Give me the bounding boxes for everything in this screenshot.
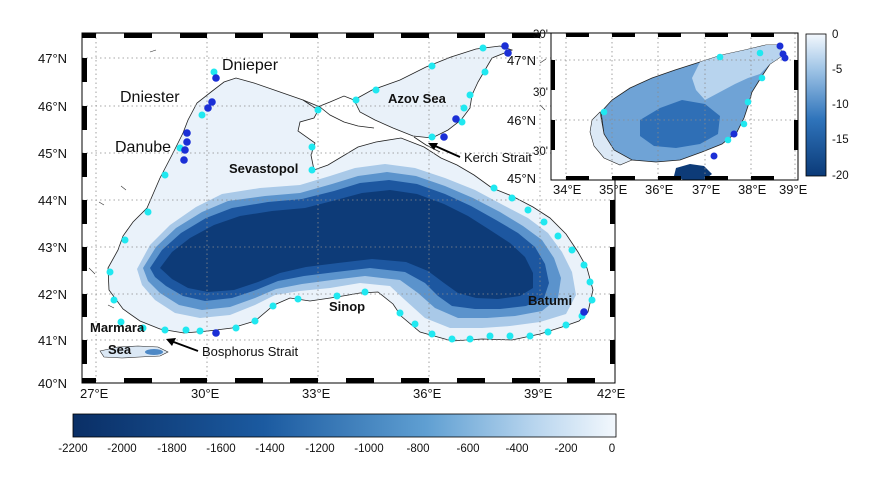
- inset-lat-tick: 45°N: [507, 171, 536, 186]
- main-map-frame: [81, 32, 616, 384]
- lon-tick: 42°E: [597, 386, 626, 401]
- colorbar-tick: -600: [456, 443, 479, 455]
- label-dniester: Dniester: [120, 89, 180, 106]
- colorbar-tick: -1000: [354, 443, 383, 455]
- inset-azov-center: [640, 100, 720, 148]
- inset-colorbar-tick: -15: [832, 134, 849, 146]
- label-dnieper: Dnieper: [222, 57, 279, 74]
- inset-sivash: [589, 111, 633, 166]
- coastline-crimea: [302, 95, 441, 153]
- lon-tick: 30°E: [191, 386, 220, 401]
- colorbar-tick: -400: [505, 443, 528, 455]
- inset-map-frame: [550, 32, 799, 181]
- colorbar-tick: -1800: [157, 443, 186, 455]
- colorbar-tick: -2200: [58, 443, 87, 455]
- inset-lon-tick: 38°E: [738, 182, 767, 197]
- inset-colorbar: 0 -5 -10 -15 -20: [805, 29, 849, 182]
- marmara-deep: [145, 349, 163, 355]
- inset-stations-cyan: [600, 49, 766, 144]
- main-grid: [82, 33, 615, 383]
- inset-lon-tick: 39°E: [779, 182, 808, 197]
- inset-lon-tick: 35°E: [599, 182, 628, 197]
- lat-tick: 44°N: [38, 193, 67, 208]
- lat-tick: 47°N: [38, 51, 67, 66]
- label-danube: Danube: [115, 139, 171, 156]
- inset-lon-tick: 37°E: [692, 182, 721, 197]
- bathymetry-abyssal: [160, 190, 533, 299]
- inset-lat-tick: 47°N: [507, 53, 536, 68]
- inset-map: 34°E 35°E 36°E 37°E 38°E 39°E 47°N 46°N …: [507, 29, 808, 197]
- main-map: 27°E 30°E 33°E 36°E 39°E 42°E 47°N 46°N …: [38, 32, 626, 401]
- inset-lon-tick: 36°E: [645, 182, 674, 197]
- label-sevastopol: Sevastopol: [229, 161, 298, 176]
- inset-azov-shallow: [692, 45, 782, 100]
- inset-kerch-deep: [674, 164, 712, 180]
- label-marmara: Marmara: [90, 320, 145, 335]
- label-bosphorus-strait: Bosphorus Strait: [202, 344, 298, 359]
- inset-lat-tick: 46°N: [507, 113, 536, 128]
- inset-half-tick: 30': [533, 146, 548, 158]
- inset-colorbar-tick: 0: [832, 29, 838, 41]
- label-batumi: Batumi: [528, 293, 572, 308]
- inset-half-tick: 30': [533, 29, 548, 41]
- lon-tick: 33°E: [302, 386, 331, 401]
- colorbar-tick: -200: [554, 443, 577, 455]
- colorbar-tick: -800: [406, 443, 429, 455]
- inset-stations-blue: [710, 42, 789, 160]
- inset-lon-tick: 34°E: [553, 182, 582, 197]
- lat-tick: 41°N: [38, 333, 67, 348]
- label-kerch-strait: Kerch Strait: [464, 150, 532, 165]
- label-sea: Sea: [108, 342, 132, 357]
- lon-tick: 36°E: [413, 386, 442, 401]
- inset-lon-ticks: 34°E 35°E 36°E 37°E 38°E 39°E: [553, 182, 808, 197]
- inset-half-tick: 30': [533, 87, 548, 99]
- stations-blue: [180, 42, 588, 337]
- lon-ticks: 27°E 30°E 33°E 36°E 39°E 42°E: [80, 386, 626, 401]
- main-colorbar-ticks: -2200 -2000 -1800 -1600 -1400 -1200 -100…: [58, 443, 615, 455]
- lon-tick: 39°E: [524, 386, 553, 401]
- colorbar-tick: -2000: [107, 443, 136, 455]
- inset-colorbar-tick: -20: [832, 170, 849, 182]
- bosphorus-arrow: [166, 338, 199, 352]
- inset-grid: [551, 33, 798, 180]
- lat-tick: 40°N: [38, 376, 67, 391]
- main-colorbar: -2200 -2000 -1800 -1600 -1400 -1200 -100…: [58, 413, 617, 455]
- inset-colorbar-tick: -10: [832, 99, 849, 111]
- lat-tick: 46°N: [38, 99, 67, 114]
- colorbar-tick: -1200: [305, 443, 334, 455]
- lat-tick: 45°N: [38, 146, 67, 161]
- inset-lat-ticks: 47°N 46°N 45°N 30' 30' 30': [507, 29, 548, 186]
- lat-ticks: 47°N 46°N 45°N 44°N 43°N 42°N 41°N 40°N: [38, 51, 67, 391]
- lon-tick: 27°E: [80, 386, 109, 401]
- lat-tick: 43°N: [38, 240, 67, 255]
- colorbar-tick: -1400: [255, 443, 284, 455]
- label-azov-sea: Azov Sea: [388, 91, 447, 106]
- kerch-arrow: [428, 143, 461, 158]
- inset-colorbar-tick: -5: [832, 64, 842, 76]
- lat-tick: 42°N: [38, 287, 67, 302]
- colorbar-tick: -1600: [206, 443, 235, 455]
- stations-cyan: [106, 44, 596, 343]
- label-sinop: Sinop: [329, 299, 365, 314]
- coastline-land-specks: [88, 49, 547, 309]
- marmara-sea: [99, 345, 169, 359]
- colorbar-tick: 0: [609, 443, 615, 455]
